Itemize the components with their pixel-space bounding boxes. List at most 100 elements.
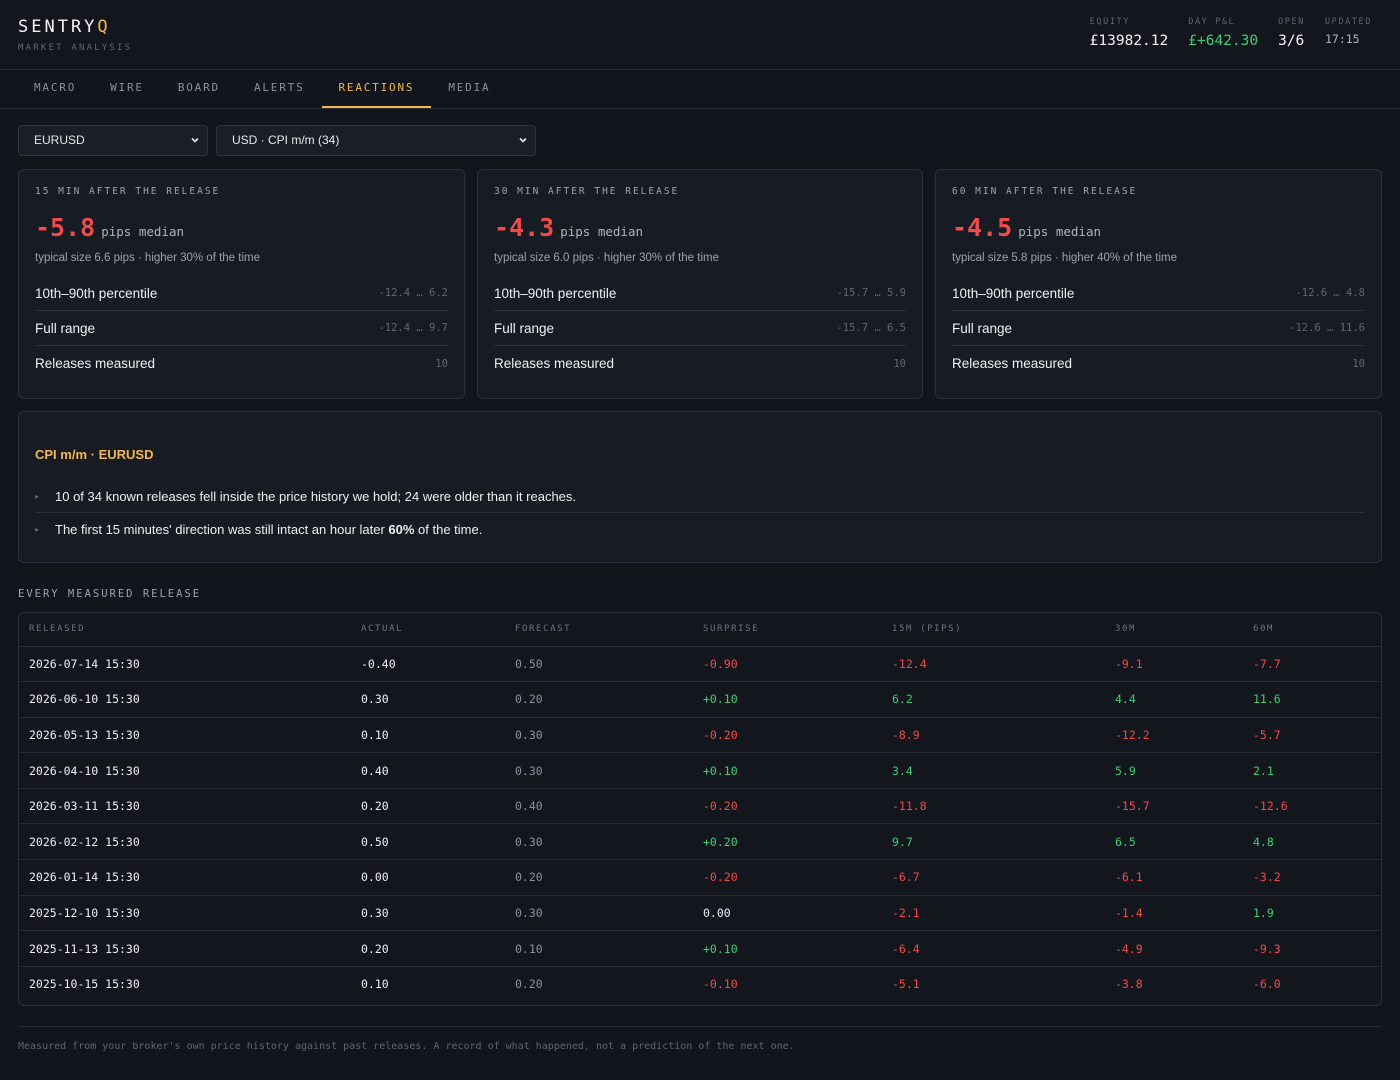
table-cell: 2026-06-10 15:30 <box>19 681 351 718</box>
table-cell: +0.10 <box>693 681 882 718</box>
insight-title: CPI m/m · EURUSD <box>35 447 154 462</box>
row-value: -12.6 … 11.6 <box>1289 322 1365 334</box>
median-value: -4.3 <box>494 213 555 242</box>
tab-alerts[interactable]: ALERTS <box>253 81 305 94</box>
table-row: 2026-01-14 15:30 0.00 0.20 -0.20 -6.7 -6.1 -3.… <box>19 859 1381 896</box>
table-cell: 0.20 <box>351 930 505 967</box>
row-value: 10 <box>1352 357 1365 370</box>
table-cell: -8.9 <box>882 717 1105 754</box>
table-cell: 0.00 <box>351 859 505 896</box>
table-cell: 0.10 <box>351 717 505 754</box>
table-row: 2026-02-12 15:30 0.50 0.30 +0.20 9.7 6.5 4.8 <box>19 823 1381 861</box>
table-row: 2026-05-13 15:30 0.10 0.30 -0.20 -8.9 -12.2 -5… <box>19 717 1381 754</box>
stat-equity: EQUITY £13982.12 <box>1090 17 1169 49</box>
table-cell: 3.4 <box>882 752 1105 789</box>
bullet-triangle-icon: ▸ <box>35 525 40 534</box>
table-cell: 2025-10-15 15:30 <box>29 977 140 992</box>
table-cell: 0.10 <box>361 977 389 992</box>
insight-panel: CPI m/m · EURUSD ▸ 10 of 34 known releas… <box>18 411 1382 563</box>
row-value: 10 <box>893 357 906 370</box>
median-value: -4.5 <box>952 213 1013 242</box>
table-cell: 2026-02-12 15:30 <box>19 823 351 861</box>
table-row: 2026-06-10 15:30 0.30 0.20 +0.10 6.2 4.4 11.6 <box>19 681 1381 718</box>
brand: SENTRYQ MARKET ANALYSIS <box>18 17 132 53</box>
table-cell: 0.40 <box>351 752 505 789</box>
tab-media[interactable]: MEDIA <box>448 81 491 94</box>
insight-item: ▸ The first 15 minutes' direction was st… <box>35 513 1365 546</box>
stat-label: EQUITY <box>1089 17 1130 27</box>
table-cell: -3.8 <box>1115 977 1143 992</box>
table-cell: 2026-05-13 15:30 <box>19 717 351 754</box>
releases-table: RELEASED ACTUAL FORECAST SURPRISE 15M (P… <box>18 612 1382 1006</box>
stat-row-range: Full range -15.7 … 6.5 <box>494 311 906 346</box>
card-title: 15 MIN AFTER THE RELEASE <box>35 186 221 197</box>
table-cell: -6.4 <box>882 930 1105 967</box>
card-median: -5.8 pips median <box>35 213 448 242</box>
table-cell: -12.6 <box>1243 788 1381 825</box>
table-cell: -7.7 <box>1243 646 1381 683</box>
col-surprise: SURPRISE <box>693 613 882 647</box>
insight-text: The first 15 minutes' direction was stil… <box>55 522 483 537</box>
account-stats: EQUITY £13982.12 DAY P&L £+642.30 OPEN 3… <box>1090 17 1372 49</box>
row-label: 10th–90th percentile <box>35 285 158 301</box>
card-median: -4.5 pips median <box>952 213 1365 242</box>
table-cell: -15.7 <box>1105 788 1243 825</box>
table-cell: 0.30 <box>505 823 693 861</box>
card-subtext: typical size 6.6 pips · higher 30% of th… <box>35 252 261 264</box>
table-cell: 2.1 <box>1243 752 1381 789</box>
section-title: EVERY MEASURED RELEASE <box>18 588 202 600</box>
row-label: Releases measured <box>35 356 156 371</box>
stat-day-pnl: DAY P&L £+642.30 <box>1188 17 1258 49</box>
table-cell: 4.8 <box>1243 823 1381 861</box>
table-cell: -0.20 <box>693 788 882 825</box>
row-value: -15.7 … 5.9 <box>836 287 906 299</box>
reaction-card-30m: 30 MIN AFTER THE RELEASE -4.3 pips media… <box>477 169 923 399</box>
stat-row-percentile: 10th–90th percentile -15.7 … 5.9 <box>494 276 906 311</box>
stat-row-count: Releases measured 10 <box>35 346 448 381</box>
table-cell: -0.10 <box>703 977 738 992</box>
table-row: 2026-03-11 15:30 0.20 0.40 -0.20 -11.8 -15.7-… <box>19 788 1381 825</box>
event-select[interactable]: USD · CPI m/m (34) <box>216 125 536 156</box>
table-cell: 6.5 <box>1105 823 1243 861</box>
main-tabs: MACRO WIRE BOARD ALERTS REACTIONS MEDIA <box>0 70 1400 109</box>
table-cell: -2.1 <box>882 895 1105 932</box>
table-cell: 0.30 <box>351 895 505 932</box>
row-label: Full range <box>494 320 555 336</box>
row-label: Releases measured <box>494 356 615 371</box>
row-label: Releases measured <box>952 356 1073 371</box>
card-title: 60 MIN AFTER THE RELEASE <box>952 186 1138 197</box>
row-value: -12.4 … 6.2 <box>378 287 448 299</box>
col-forecast: FORECAST <box>505 613 693 647</box>
row-value: 10 <box>435 357 448 370</box>
table-cell: -0.90 <box>693 646 882 683</box>
tab-wire[interactable]: WIRE <box>110 81 144 94</box>
table-cell: -9.3 <box>1243 930 1381 967</box>
app-header: SENTRYQ MARKET ANALYSIS EQUITY £13982.12… <box>0 0 1400 70</box>
table-cell: 2026-01-14 15:30 <box>19 859 351 896</box>
tab-reactions[interactable]: REACTIONS <box>321 70 432 108</box>
table-cell: -5.1 <box>892 977 920 992</box>
table-cell: 0.10 <box>505 930 693 967</box>
reaction-card-60m: 60 MIN AFTER THE RELEASE -4.5 pips media… <box>935 169 1382 399</box>
table-cell: 6.2 <box>882 681 1105 718</box>
tab-board[interactable]: BOARD <box>177 81 220 94</box>
card-subtext: typical size 6.0 pips · higher 30% of th… <box>494 252 720 264</box>
table-row: 2026-07-14 15:30 -0.40 0.50 -0.90 -12.4 -9.1-… <box>19 646 1381 683</box>
row-label: Full range <box>952 320 1013 336</box>
tab-macro[interactable]: MACRO <box>34 81 77 94</box>
table-cell: 0.30 <box>505 895 693 932</box>
event-select-value: USD · CPI m/m (34) <box>232 133 340 147</box>
pair-select[interactable]: EURUSD <box>18 125 208 156</box>
stat-row-range: Full range -12.4 … 9.7 <box>35 311 448 346</box>
table-cell: 0.30 <box>505 752 693 789</box>
insight-item: ▸ 10 of 34 known releases fell inside th… <box>35 480 1365 513</box>
table-cell: -11.8 <box>882 788 1105 825</box>
stat-row-range: Full range -12.6 … 11.6 <box>952 311 1365 346</box>
stat-row-percentile: 10th–90th percentile -12.6 … 4.8 <box>952 276 1365 311</box>
card-subtext: typical size 5.8 pips · higher 40% of th… <box>952 252 1178 264</box>
median-unit: pips median <box>560 224 644 239</box>
table-cell: -0.40 <box>351 646 505 683</box>
brand-logo[interactable]: SENTRYQ <box>18 17 111 37</box>
table-cell: 0.50 <box>351 823 505 861</box>
table-cell: -0.20 <box>693 717 882 754</box>
